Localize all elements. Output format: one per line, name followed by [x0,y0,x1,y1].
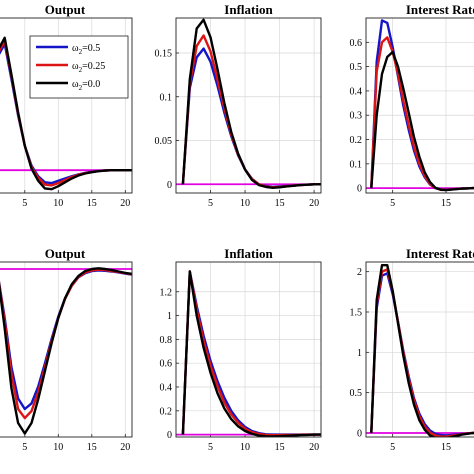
y-tick-label: 0.5 [350,62,363,73]
y-tick-label: 0 [357,184,362,195]
y-tick-label: 1 [357,348,362,359]
y-tick-label: 0.3 [350,111,363,122]
x-tick-label: 15 [87,198,97,209]
series-line-2 [181,34,321,189]
chart-panel-1: 5 10 15 20 Output [0,2,133,209]
x-tick-label: 15 [275,198,285,209]
y-tick-label: 0.4 [160,383,173,394]
panel-title: Inflation [224,246,273,261]
axes-box [365,17,474,194]
panel-title: Inflation [224,2,273,17]
x-tick-label: 5 [390,198,395,209]
y-tick-label: 0 [167,430,172,441]
legend: ω2=0.5 ω2=0.25 ω2=0.0 [29,35,129,99]
y-tick-label: 0.2 [350,135,363,146]
y-tick-label: 1.5 [350,308,363,319]
chart-panel-6: 5 15 0 0.5 1 1.5 2 Interest Rate [350,246,474,453]
x-tick-label: 10 [240,442,250,453]
chart-panel-3: 5 15 0 0.1 0.2 0.3 0.4 0.5 0.6 Interest Rate [350,2,474,209]
y-tick-label: 0.05 [155,136,173,147]
x-tick-label: 20 [120,198,130,209]
y-tick-label: 0.4 [350,86,363,97]
series-line-2 [370,268,474,437]
x-tick-label: 10 [240,198,250,209]
x-tick-label: 5 [208,442,213,453]
y-tick-label: 0.8 [160,335,173,346]
chart-panel-5: 5 10 15 20 0 0.2 0.4 0.6 0.8 1 1.2 Inflation [160,246,322,453]
panel-title: Output [45,2,86,17]
series-line-3 [0,267,132,435]
y-tick-label: 0.6 [160,359,173,370]
series-line-2 [0,268,132,420]
axes-box [365,261,474,438]
series-line-1 [370,272,474,437]
x-tick-label: 15 [441,198,451,209]
series-line-3 [181,270,321,437]
legend-label: ω2=0.5 [72,43,100,56]
panel-title: Interest Rate [406,2,474,17]
x-tick-label: 5 [22,198,27,209]
x-tick-label: 15 [87,442,97,453]
chart-panel-2: 5 10 15 20 0 0.05 0.1 0.15 Inflation [155,2,322,209]
x-tick-label: 10 [53,442,63,453]
x-tick-label: 5 [390,442,395,453]
series-line-1 [181,270,321,436]
series-line-3 [0,36,132,191]
axes-box [175,17,322,194]
series-line-3 [370,264,474,437]
y-tick-label: 2 [357,267,362,278]
series-line-1 [181,47,321,189]
y-tick-label: 1 [167,311,172,322]
y-tick-label: 0.1 [160,92,173,103]
series-line-3 [181,18,321,190]
y-tick-label: 1.2 [160,287,173,298]
axes-box [0,17,133,194]
series-line-3 [370,50,474,192]
panel-title: Output [45,246,86,261]
x-tick-label: 15 [441,442,451,453]
legend-label: ω2=0.25 [72,61,105,74]
x-tick-label: 20 [309,198,319,209]
panel-title: Interest Rate [406,246,474,261]
chart-panel-4: 5 10 15 20 Output [0,246,133,453]
x-tick-label: 20 [309,442,319,453]
x-tick-label: 5 [22,442,27,453]
axes-box [175,261,322,438]
y-tick-label: 0.5 [350,388,363,399]
y-tick-label: 0 [167,180,172,191]
x-tick-label: 5 [208,198,213,209]
legend-label: ω2=0.0 [72,79,100,92]
series-line-1 [0,269,132,411]
y-tick-label: 0.2 [160,406,173,417]
x-tick-label: 15 [275,442,285,453]
axes-box [0,261,133,438]
x-tick-label: 10 [53,198,63,209]
x-tick-label: 20 [120,442,130,453]
y-tick-label: 0 [357,428,362,439]
y-tick-label: 0.15 [155,49,173,60]
y-tick-label: 0.6 [350,38,363,49]
y-tick-label: 0.1 [350,159,363,170]
